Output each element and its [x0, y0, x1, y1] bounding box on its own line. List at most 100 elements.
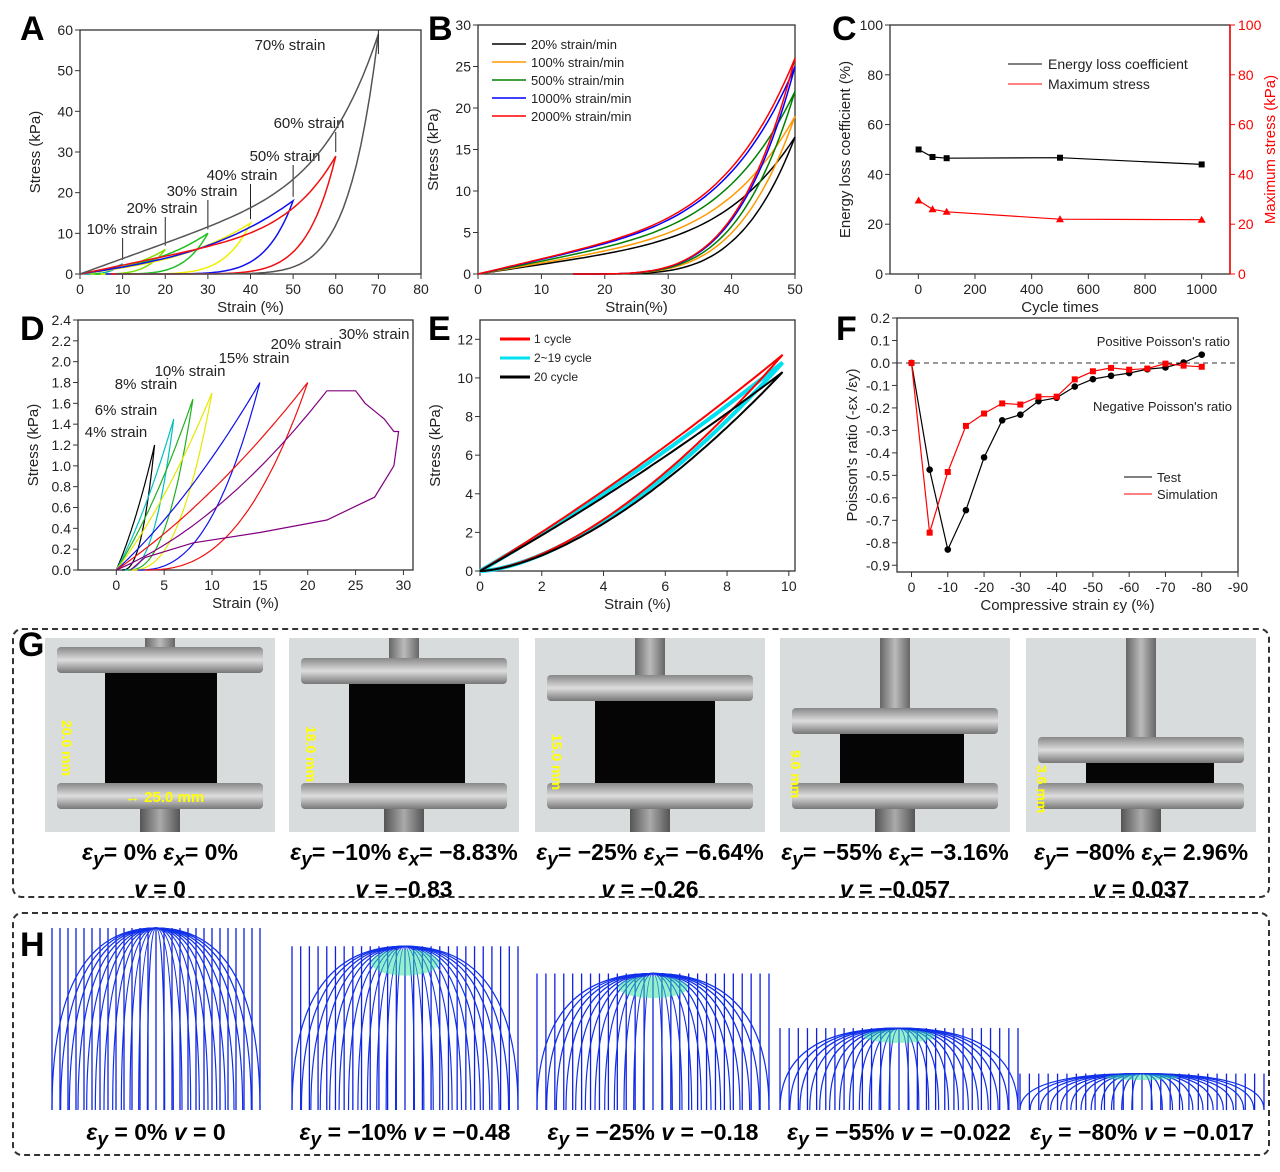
data-point [943, 155, 950, 162]
strain-caption: εy= −80% εx= 2.96% v = 0.037 [1033, 839, 1249, 902]
y-tick-label: 1.8 [52, 375, 72, 391]
x-tick-label: 15 [252, 577, 268, 593]
y-tick-label: -0.4 [866, 445, 890, 461]
x-tick-label: 30 [660, 281, 676, 297]
data-point [981, 410, 988, 417]
y-axis-label: Stress (kPa) [425, 108, 442, 191]
curve-annotation: 50% strain [250, 148, 321, 165]
x-tick-label: 800 [1133, 281, 1157, 297]
data-point [926, 466, 933, 474]
y-tick-label: 0.2 [871, 310, 891, 326]
x-tick-label: 10 [781, 578, 797, 594]
legend-label: 1000% strain/min [531, 91, 631, 106]
mesh-arc [536, 972, 770, 1111]
x-axis-label: Strain(%) [605, 299, 668, 316]
y-tick-label: 2.4 [52, 312, 72, 328]
panel-label-g: G [18, 626, 45, 664]
data-point [944, 546, 952, 553]
mesh-arc [51, 927, 261, 1111]
data-point [929, 153, 936, 160]
y-tick-label: 10 [457, 370, 473, 386]
panel-label-f: F [836, 310, 857, 348]
width-dimension-label: ↔ 25.0 mm [125, 789, 205, 806]
mesh-arc [1019, 1072, 1265, 1111]
top-plate [301, 658, 507, 684]
plot-frame-F [896, 317, 1239, 573]
x-tick-label: 20 [157, 281, 173, 297]
curve-annotation: 10% strain [155, 363, 226, 380]
y-tick-label: 2.0 [52, 354, 72, 370]
top-plate [547, 674, 753, 701]
simulation-caption: εy = −55% v = −0.022 [787, 1119, 1011, 1151]
annotation-positive: Positive Poisson's ratio [1097, 334, 1230, 349]
loop-curve [479, 371, 784, 572]
x-tick-label: -30 [1010, 579, 1030, 595]
y-tick-label: 0 [875, 266, 883, 282]
y2-tick-label: 100 [1238, 17, 1262, 33]
y-tick-label: 10 [57, 225, 73, 241]
data-point [1144, 365, 1151, 372]
x-tick-label: -70 [1155, 579, 1175, 595]
legend-label: 20 cycle [534, 370, 578, 384]
simulation-caption: εy = 0% v = 0 [86, 1119, 226, 1151]
stress-hotspot [1105, 1074, 1179, 1081]
loop-curve [479, 354, 784, 572]
strain-caption: εy= −25% εx= −6.64% v = −0.26 [536, 839, 764, 902]
rod [1126, 638, 1156, 738]
data-point [962, 422, 969, 429]
simulation-mesh [536, 972, 770, 1111]
y-tick-label: 2 [465, 524, 473, 540]
simulation-mesh [291, 945, 519, 1111]
y-tick-label: 80 [867, 67, 883, 83]
legend-label: 100% strain/min [531, 55, 624, 70]
legend-label: 500% strain/min [531, 73, 624, 88]
bottom-plate [301, 783, 507, 809]
x-tick-label: 10 [115, 281, 131, 297]
height-dimension-label: 3.6 mm [1034, 765, 1050, 814]
series-line [910, 362, 1202, 533]
rod-bottom [1121, 809, 1161, 832]
x-tick-label: 0 [76, 281, 84, 297]
data-point [1108, 364, 1115, 371]
foam-sample [349, 684, 465, 783]
plot-frame-E [479, 319, 796, 572]
y-tick-label: 50 [57, 63, 73, 79]
loop-curve [477, 57, 796, 275]
x-tick-label: 1000 [1186, 281, 1217, 297]
rod [145, 638, 175, 647]
height-dimension-label: 20.0 mm [59, 720, 75, 777]
y-tick-label: 0.0 [871, 355, 891, 371]
data-point [998, 416, 1006, 424]
loop-curve [115, 382, 309, 571]
x-tick-label: -40 [1046, 579, 1066, 595]
y-tick-label: 0.1 [871, 332, 891, 348]
y-tick-label: -0.6 [866, 490, 890, 506]
y-tick-label: -0.9 [866, 557, 890, 573]
y-tick-label: 1.4 [52, 416, 72, 432]
x-tick-label: 20 [597, 281, 613, 297]
x-tick-label: 30 [200, 281, 216, 297]
compression-photo: 9.0 mm [780, 638, 1010, 832]
data-point [915, 146, 922, 153]
legend-label: 2~19 cycle [534, 351, 592, 365]
legend-label: Energy loss coefficient [1048, 56, 1188, 72]
data-point [1089, 368, 1096, 375]
compression-photo: 18.0 mm [289, 638, 519, 832]
y-tick-label: 1.0 [52, 458, 72, 474]
data-point [1035, 393, 1042, 400]
y-tick-label: 1.2 [52, 437, 72, 453]
rod-bottom [140, 809, 180, 832]
curve-annotation: 10% strain [87, 221, 158, 238]
data-point [1197, 215, 1206, 223]
data-point [928, 205, 937, 213]
y2-tick-label: 60 [1238, 117, 1254, 133]
y-tick-label: 0.0 [52, 562, 72, 578]
data-point [1071, 383, 1079, 390]
y-axis-label: Stress (kPa) [27, 111, 44, 194]
mesh-arc [291, 945, 519, 1111]
y-tick-label: 4 [465, 486, 473, 502]
x-tick-label: 10 [204, 577, 220, 593]
x-tick-label: 80 [413, 281, 429, 297]
legend-label: 2000% strain/min [531, 109, 631, 124]
bottom-plate [792, 783, 998, 809]
